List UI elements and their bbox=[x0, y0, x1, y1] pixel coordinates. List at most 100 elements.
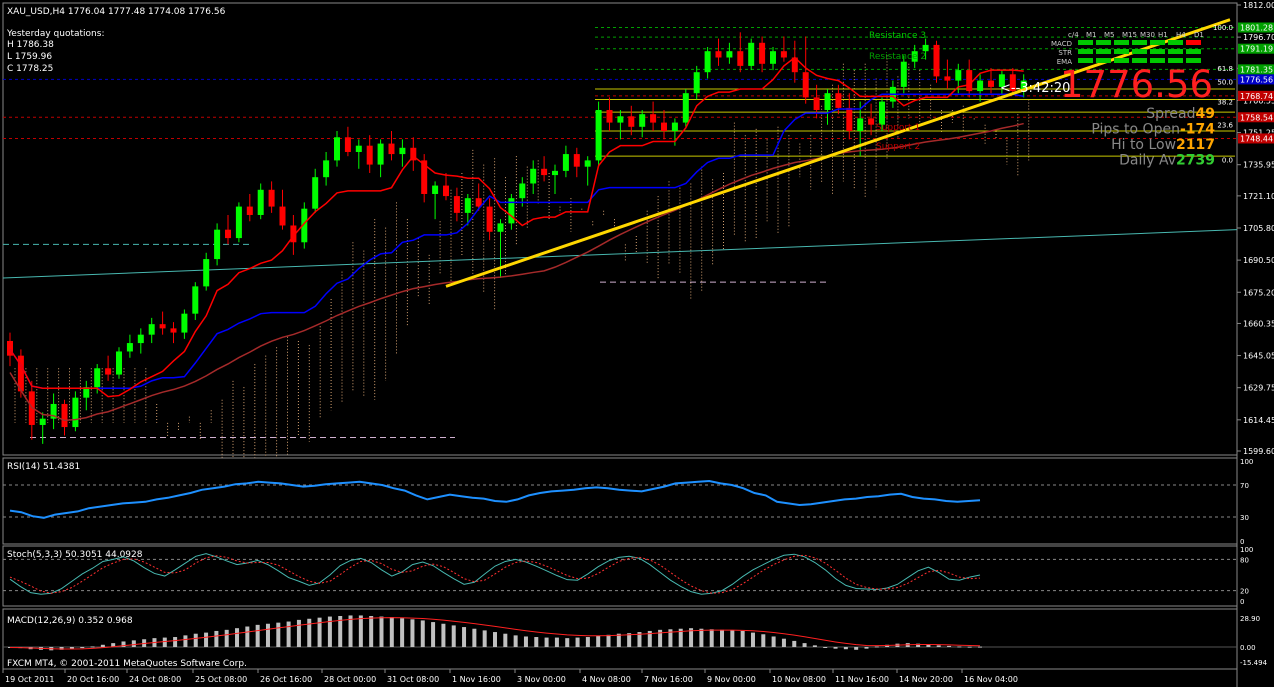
bull-candle bbox=[432, 185, 439, 194]
bear-candle bbox=[933, 44, 940, 77]
macd-histogram-bar bbox=[802, 643, 807, 647]
macd-histogram-bar bbox=[978, 646, 982, 648]
macd-histogram-bar bbox=[255, 624, 260, 647]
bull-candle bbox=[312, 177, 319, 209]
macd-histogram-bar bbox=[338, 615, 343, 647]
bull-candle bbox=[857, 118, 864, 131]
macd-histogram-bar bbox=[235, 628, 240, 647]
price-tag-label: 1801.28 bbox=[1240, 24, 1273, 33]
macd-histogram-bar bbox=[8, 647, 12, 648]
bull-candle bbox=[355, 145, 362, 152]
time-tick-label: 25 Oct 08:00 bbox=[195, 675, 247, 684]
macd-histogram-bar bbox=[224, 629, 229, 647]
bear-candle bbox=[846, 107, 853, 131]
bear-candle bbox=[366, 145, 373, 165]
bear-candle bbox=[225, 229, 231, 239]
macd-histogram-bar bbox=[121, 641, 126, 647]
bear-candle bbox=[791, 57, 798, 73]
bull-candle bbox=[824, 93, 831, 110]
price-tag-label: 1776.56 bbox=[1240, 75, 1273, 84]
ichimoku-cloud bbox=[14, 55, 1030, 495]
macd-histogram-bar bbox=[111, 643, 116, 647]
tenkan-sen-line bbox=[9, 56, 1024, 398]
macd-histogram-bar bbox=[204, 632, 209, 647]
bear-candle bbox=[268, 189, 275, 207]
bull-candle bbox=[126, 343, 133, 352]
stoch-panel-frame bbox=[2, 545, 1238, 607]
macd-histogram-bar bbox=[389, 617, 394, 647]
macd-histogram-bar bbox=[565, 638, 570, 647]
yesterday-close: C 1778.25 bbox=[7, 64, 53, 74]
mtf-row-label: MACD bbox=[1051, 40, 1072, 48]
macd-histogram-bar bbox=[327, 616, 332, 647]
candlesticks[interactable] bbox=[7, 32, 1027, 444]
macd-histogram-bar bbox=[410, 619, 415, 647]
macd-histogram-bar bbox=[493, 632, 497, 647]
info-row: Hi to Low2117 bbox=[1111, 137, 1215, 153]
time-tick-label: 19 Oct 2011 bbox=[5, 675, 54, 684]
price-tag bbox=[1238, 22, 1274, 33]
bear-candle bbox=[159, 324, 166, 329]
stoch-label: Stoch(5,3,3) 50.3051 44.0928 bbox=[7, 550, 143, 560]
mtf-cell bbox=[1168, 49, 1183, 54]
bear-candle bbox=[421, 160, 428, 194]
bull-candle bbox=[83, 387, 90, 398]
bull-candle bbox=[900, 61, 907, 87]
macd-histogram-bar bbox=[699, 628, 704, 647]
mtf-cell bbox=[1132, 58, 1147, 63]
macd-histogram-bar bbox=[348, 615, 353, 647]
macd-histogram-bar bbox=[678, 628, 683, 647]
macd-histogram-bar bbox=[616, 633, 621, 647]
bear-candle bbox=[944, 76, 951, 81]
price-tick-label: 1645.05 bbox=[1243, 352, 1274, 361]
bull-candle bbox=[519, 183, 526, 199]
macd-histogram-bar bbox=[441, 623, 446, 647]
macd-histogram-bar bbox=[59, 647, 64, 650]
time-tick-label: 1 Nov 16:00 bbox=[452, 675, 501, 684]
stoch-k-line bbox=[9, 553, 981, 595]
macd-histogram-bar bbox=[173, 637, 178, 647]
mtf-cell bbox=[1150, 49, 1165, 54]
bear-candle bbox=[988, 80, 994, 87]
macd-histogram-bar bbox=[100, 644, 105, 647]
bear-candle bbox=[715, 51, 722, 58]
time-axis: 19 Oct 2011 20 Oct 16:00 24 Oct 08:00 25 Oc… bbox=[2, 669, 1018, 684]
bull-candle bbox=[377, 143, 384, 165]
bull-candle bbox=[639, 114, 646, 127]
bull-candle bbox=[770, 51, 776, 64]
macd-histogram-bar bbox=[276, 622, 281, 647]
macd-histogram-bar bbox=[596, 635, 601, 647]
macd-histogram-bar bbox=[286, 621, 291, 647]
timeframe-label: M30 bbox=[1140, 31, 1155, 39]
bear-candle bbox=[780, 51, 787, 58]
macd-histogram-bar bbox=[812, 645, 817, 647]
bear-candle bbox=[486, 206, 493, 232]
timeframe-label: M5 bbox=[1104, 31, 1115, 39]
time-tick-label: 24 Oct 08:00 bbox=[129, 675, 181, 684]
time-tick-label: 26 Oct 16:00 bbox=[260, 675, 312, 684]
mtf-cell bbox=[1186, 58, 1201, 63]
macd-histogram-bar bbox=[854, 647, 859, 650]
bull-candle bbox=[704, 51, 711, 73]
bull-candle bbox=[1020, 80, 1027, 92]
timeframe-label: c/4 bbox=[1068, 31, 1079, 39]
bear-candle bbox=[170, 328, 177, 333]
time-tick-label: 9 Nov 00:00 bbox=[707, 675, 756, 684]
macd-histogram-bar bbox=[513, 635, 518, 647]
macd-histogram-bar bbox=[131, 640, 136, 647]
bull-candle bbox=[617, 116, 624, 123]
rsi-line bbox=[9, 479, 981, 519]
macd-axis-label: 28.90 bbox=[1240, 615, 1260, 623]
mtf-cell bbox=[1132, 49, 1147, 54]
main-plot-frame bbox=[2, 2, 1238, 456]
bear-candle bbox=[388, 143, 395, 155]
bull-candle bbox=[726, 51, 733, 58]
macd-histogram-bar bbox=[947, 645, 952, 647]
macd-histogram-bar bbox=[451, 625, 456, 647]
bear-candle bbox=[344, 137, 351, 152]
price-tag bbox=[1238, 43, 1274, 54]
mtf-cell bbox=[1186, 40, 1201, 45]
bear-candle bbox=[650, 114, 657, 123]
